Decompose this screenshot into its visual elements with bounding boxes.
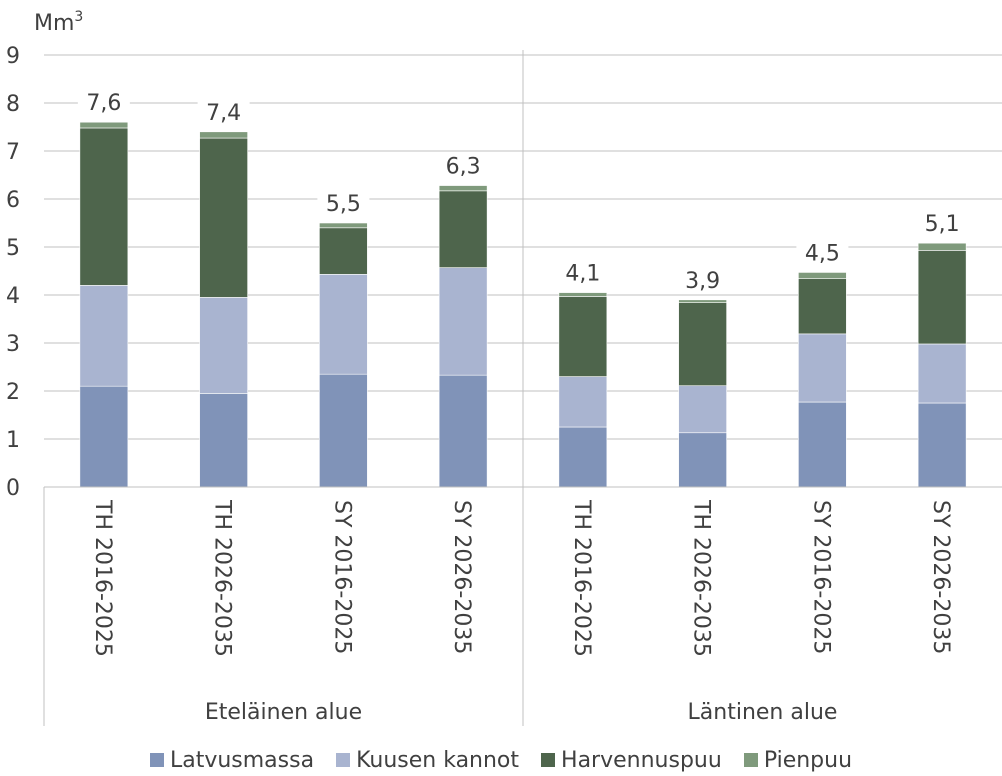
- bars: [79, 121, 967, 488]
- total-label-backdrop: [77, 88, 130, 115]
- total-label-backdrop: [916, 209, 969, 236]
- total-label-backdrop: [317, 189, 370, 215]
- bar-segment: [678, 385, 727, 434]
- x-axis-group-labels: Eteläinen alue Läntinen alue: [205, 700, 838, 725]
- total-label: 7,6: [86, 91, 121, 116]
- y-tick-label: 4: [6, 284, 20, 309]
- x-axis: [43, 50, 1002, 726]
- total-label-backdrop: [556, 258, 609, 285]
- legend: Latvusmassa Kuusen kannot Harvennuspuu Pien…: [0, 744, 1002, 776]
- bar-segment: [917, 402, 967, 488]
- bar-segment: [558, 426, 608, 488]
- legend-swatch: [541, 753, 556, 767]
- legend-item: Kuusen kannot: [336, 748, 519, 773]
- bar-segment: [678, 299, 727, 303]
- total-label: 3,9: [685, 269, 720, 294]
- y-tick-label: 9: [6, 44, 20, 69]
- bar-segment: [199, 137, 248, 298]
- bar-segment: [798, 272, 847, 279]
- bar-segment: [678, 432, 727, 488]
- total-label-backdrop: [197, 97, 250, 124]
- bar-segment: [917, 242, 967, 251]
- legend-swatch: [336, 753, 351, 767]
- x-tick-label: TH 2016-2025: [90, 499, 115, 657]
- bar-segment: [558, 292, 608, 297]
- x-tick-label: TH 2016-2025: [569, 499, 594, 657]
- bar-segment: [798, 333, 847, 403]
- legend-swatch: [743, 753, 758, 767]
- bar-segment: [438, 267, 488, 376]
- total-label-backdrop: [676, 265, 729, 292]
- bar-segment: [199, 131, 248, 139]
- bar-segment: [79, 285, 129, 387]
- bar-segment: [79, 121, 129, 129]
- bar-segment: [678, 302, 727, 387]
- x-tick-label: SY 2026-2035: [449, 500, 474, 654]
- x-tick-label: SY 2016-2025: [329, 500, 354, 654]
- x-group-label: Läntinen alue: [688, 700, 838, 725]
- y-tick-label: 3: [6, 332, 20, 357]
- x-tick-label: SY 2016-2025: [808, 500, 833, 654]
- bar-segment: [798, 401, 847, 488]
- bar-segment: [199, 393, 248, 488]
- legend-item: Pienpuu: [743, 747, 853, 773]
- total-labels: 7,6 7,4 5,5 6,3 4,1 3,9 4,5 5,1: [77, 88, 969, 294]
- y-tick-label: 5: [6, 236, 20, 261]
- bar-segment: [438, 185, 488, 192]
- y-tick-label: 1: [6, 428, 20, 453]
- bar-segment: [199, 297, 248, 394]
- bar-segment: [319, 222, 368, 229]
- bar-segment: [319, 274, 368, 375]
- y-axis-tick-labels: 0 1 2 3 4 5 6 7 8 9: [6, 44, 20, 501]
- bar-segment: [79, 385, 129, 488]
- legend-label: Kuusen kannot: [356, 747, 520, 773]
- bar-segment: [438, 190, 488, 268]
- y-tick-label: 8: [6, 92, 20, 117]
- bar-segment: [79, 127, 129, 286]
- x-tick-label: SY 2026-2035: [928, 500, 953, 654]
- bar-segment: [917, 343, 967, 404]
- x-axis-category-labels: TH 2016-2025 TH 2026-2035 SY 2016-2025 SY 2…: [90, 499, 953, 657]
- bar-segment: [798, 278, 847, 335]
- bar-segment: [917, 250, 967, 345]
- total-label: 5,5: [326, 192, 361, 217]
- x-tick-label: TH 2026-2035: [689, 499, 714, 657]
- legend-label: Latvusmassa: [169, 747, 315, 773]
- bar-segment: [558, 376, 608, 428]
- y-tick-label: 0: [6, 476, 20, 501]
- total-label: 5,1: [925, 212, 960, 237]
- y-tick-label: 6: [6, 188, 20, 213]
- bar-segment: [319, 227, 368, 275]
- bar-segment: [438, 374, 488, 488]
- total-label: 7,4: [206, 101, 241, 126]
- total-label-backdrop: [437, 151, 490, 178]
- legend-item: Harvennuspuu: [541, 748, 722, 773]
- total-label: 4,5: [805, 241, 840, 266]
- y-axis-unit: Mm3: [34, 9, 83, 36]
- y-tick-label: 7: [6, 140, 20, 165]
- total-label-backdrop: [796, 238, 849, 265]
- x-group-label: Eteläinen alue: [205, 700, 362, 725]
- legend-label: Pienpuu: [763, 747, 853, 773]
- legend-label: Harvennuspuu: [561, 747, 722, 773]
- x-tick-label: TH 2026-2035: [210, 499, 235, 657]
- legend-item: Latvusmassa: [149, 747, 315, 773]
- bar-segment: [319, 373, 368, 488]
- y-tick-label: 2: [6, 380, 20, 405]
- total-label: 4,1: [565, 262, 600, 287]
- total-label: 6,3: [446, 155, 481, 180]
- bar-segment: [558, 296, 608, 377]
- legend-swatch: [149, 753, 164, 767]
